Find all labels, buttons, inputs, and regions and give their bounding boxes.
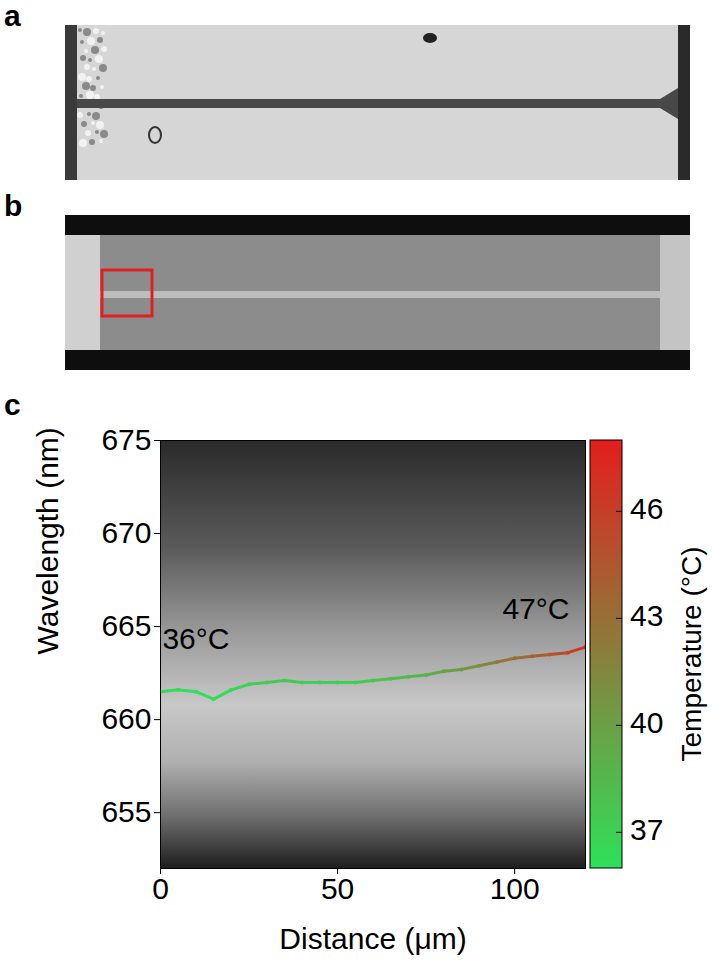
svg-text:100: 100	[490, 872, 540, 905]
svg-text:0: 0	[152, 872, 169, 905]
svg-text:Distance (μm): Distance (μm)	[279, 922, 466, 955]
svg-text:660: 660	[101, 702, 151, 735]
svg-text:47°C: 47°C	[502, 592, 569, 625]
svg-text:670: 670	[101, 516, 151, 549]
svg-text:b: b	[4, 190, 22, 222]
svg-text:665: 665	[101, 609, 151, 642]
svg-text:655: 655	[101, 795, 151, 828]
html-text:c: c	[4, 388, 21, 421]
svg-text:Wavelength (nm): Wavelength (nm)	[31, 427, 64, 654]
svg-text:37: 37	[630, 813, 663, 846]
svg-text:675: 675	[101, 423, 151, 456]
svg-text:50: 50	[321, 872, 354, 905]
svg-text:46: 46	[630, 492, 663, 525]
svg-text:Temperature (°C): Temperature (°C)	[676, 546, 707, 761]
svg-text:a: a	[4, 0, 21, 32]
svg-text:43: 43	[630, 599, 663, 632]
svg-text:40: 40	[630, 706, 663, 739]
svg-text:36°C: 36°C	[162, 622, 229, 655]
